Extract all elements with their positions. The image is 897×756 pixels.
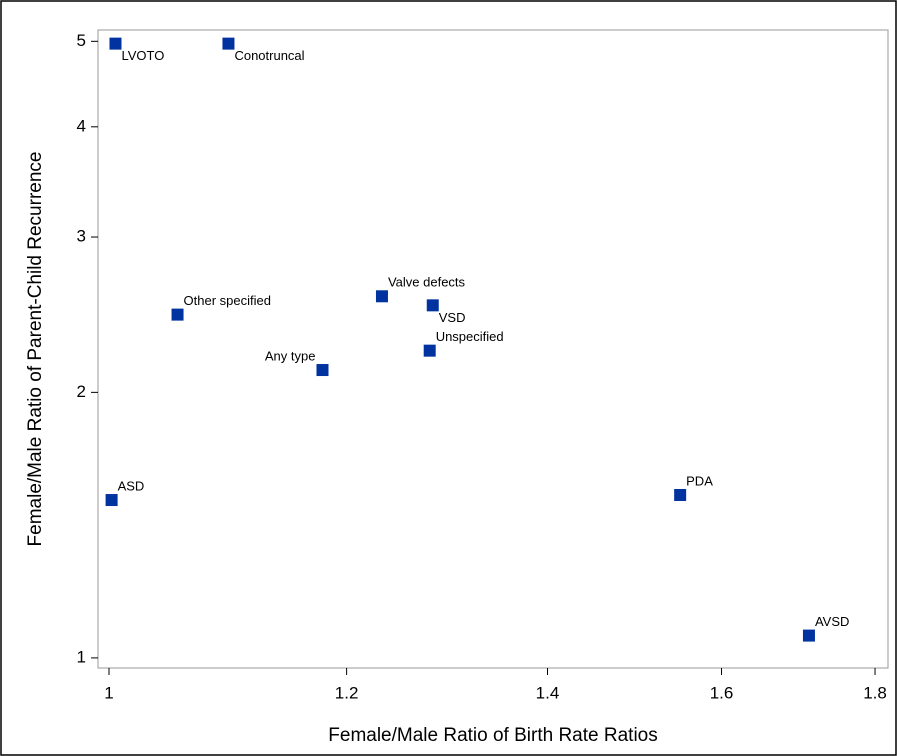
x-axis-title: Female/Male Ratio of Birth Rate Ratios [328, 725, 657, 746]
y-tick-label: 1 [77, 647, 86, 666]
point-label: LVOTO [121, 48, 164, 63]
point [375, 290, 388, 303]
point-label: Valve defects [388, 275, 466, 290]
point-label: AVSD [815, 614, 849, 629]
point-label: Conotruncal [234, 48, 304, 63]
x-tick-label: 1.6 [710, 683, 734, 702]
point [802, 629, 815, 642]
point-label: Any type [265, 348, 316, 363]
point [316, 364, 329, 377]
point [222, 37, 235, 50]
point-label: Other specified [184, 293, 271, 308]
x-tick-label: 1.8 [863, 683, 887, 702]
y-tick-label: 5 [77, 31, 86, 50]
y-tick-label: 3 [77, 227, 86, 246]
x-tick-label: 1.4 [536, 683, 560, 702]
point [423, 344, 436, 357]
point-label: Unspecified [436, 329, 504, 344]
x-tick-label: 1.2 [335, 683, 359, 702]
point [105, 494, 118, 507]
plot-area [97, 29, 889, 669]
point-label: ASD [118, 478, 145, 493]
y-tick-label: 4 [77, 116, 86, 135]
point-label: VSD [439, 310, 466, 325]
point [109, 37, 122, 50]
y-axis-title: Female/Male Ratio of Parent-Child Recurr… [25, 152, 46, 547]
point-label: PDA [686, 473, 713, 488]
point [426, 299, 439, 312]
point [674, 488, 687, 501]
x-tick-label: 1 [104, 683, 113, 702]
point [171, 308, 184, 321]
y-tick-label: 2 [77, 382, 86, 401]
